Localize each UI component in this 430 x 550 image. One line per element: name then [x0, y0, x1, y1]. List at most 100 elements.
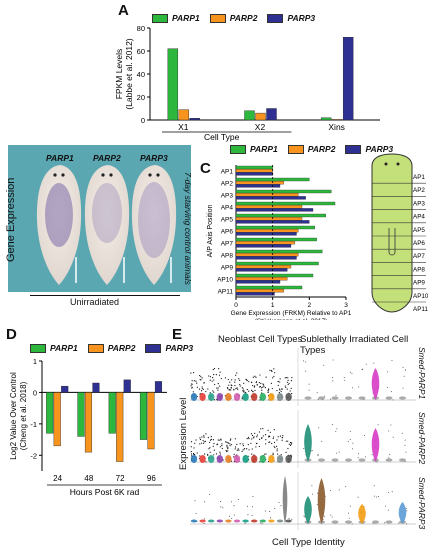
violin-shape: [242, 455, 249, 463]
cell-dot: [254, 389, 256, 392]
cell-dot: [349, 430, 351, 432]
cell-dot: [330, 514, 332, 516]
violin-shape: [208, 519, 215, 523]
cell-dot: [239, 379, 241, 381]
cell-dot: [256, 436, 258, 438]
segment-label-ap2: AP2: [413, 187, 425, 194]
cell-dot: [265, 453, 267, 455]
segment-label-ap8: AP8: [413, 266, 425, 273]
cell-dot: [227, 441, 229, 444]
violin-shape: [345, 396, 352, 400]
cell-dot: [233, 456, 235, 458]
cell-dot: [335, 430, 337, 432]
cell-dot: [278, 391, 280, 394]
cell-dot: [245, 391, 247, 394]
cell-dot: [253, 436, 255, 438]
worm-label-parp2: PARP2: [93, 153, 121, 163]
cell-dot: [269, 517, 271, 519]
cell-dot: [271, 370, 273, 373]
cell-dot: [210, 436, 212, 438]
legend-swatch-parp1: [30, 343, 46, 353]
cell-dot: [241, 387, 243, 389]
cell-dot: [384, 522, 386, 524]
cell-dot: [406, 510, 408, 512]
cell-dot: [250, 442, 252, 444]
cell-dot: [263, 385, 265, 387]
cell-dot: [321, 440, 323, 442]
violin-shape: [268, 393, 275, 401]
bar-parp1-xins: [320, 117, 332, 121]
cell-dot: [209, 379, 211, 381]
cell-dot: [209, 392, 211, 394]
panel-a-letter: A: [118, 2, 129, 19]
bar-parp3-ap2: [235, 184, 281, 188]
worm-body-outline: [371, 153, 413, 313]
bar-parp2-ap9: [235, 265, 292, 269]
cell-dot: [273, 445, 275, 447]
cell-dot: [377, 424, 379, 426]
cell-dot: [200, 379, 202, 381]
cell-dot: [338, 489, 340, 491]
cell-dot: [352, 387, 354, 389]
x-tick-label: 3: [344, 302, 348, 309]
cell-dot: [390, 424, 392, 426]
cell-dot: [195, 380, 197, 382]
bar-parp1-ap11: [235, 285, 303, 290]
cell-dot: [331, 516, 333, 518]
violin-shape: [242, 393, 249, 401]
segment-label-ap5: AP5: [413, 227, 425, 234]
cell-dot: [388, 430, 390, 432]
violin-shape: [251, 455, 258, 463]
cell-dot: [201, 377, 203, 379]
y-tick-label: 60: [137, 47, 145, 56]
cell-dot: [209, 376, 212, 378]
cell-dot: [290, 455, 292, 457]
x-tick-label: X2: [255, 122, 266, 132]
cell-dot: [265, 443, 267, 445]
cell-dot: [304, 516, 306, 518]
cell-dot: [191, 380, 193, 382]
bar-parp1-ap10: [235, 273, 314, 278]
cell-dot: [216, 387, 218, 389]
cell-dot: [230, 501, 232, 503]
cell-dot: [303, 447, 305, 449]
panel-e-letter: E: [172, 326, 183, 343]
cell-dot: [248, 381, 250, 383]
cell-dot: [229, 443, 231, 445]
violin-shape: [251, 519, 258, 523]
cell-dot: [331, 424, 333, 426]
cell-dot: [201, 436, 203, 438]
bar-parp3-ap8: [235, 256, 297, 260]
cell-dot: [229, 439, 231, 441]
cell-dot: [386, 386, 388, 388]
cell-dot: [222, 507, 224, 509]
violin-shape: [385, 458, 393, 462]
cell-dot: [199, 455, 201, 457]
cell-dot: [387, 491, 389, 493]
cell-dot: [255, 376, 257, 378]
worm-parp3: [131, 165, 177, 285]
violin-shape: [208, 455, 215, 463]
cell-dot: [230, 387, 232, 389]
panel-c-letter: C: [200, 160, 211, 177]
cell-dot: [252, 506, 254, 508]
cell-dot: [207, 388, 209, 390]
cell-dot: [192, 391, 194, 393]
y-tick-label: AP9: [221, 265, 234, 272]
cell-dot: [210, 438, 213, 441]
y-tick-label: 80: [137, 24, 145, 33]
bar-parp1-24h: [46, 392, 54, 434]
cell-dot: [270, 369, 273, 372]
cell-dot: [392, 399, 394, 401]
cell-dot: [193, 372, 195, 374]
cell-dot: [195, 512, 197, 514]
cell-dot: [207, 437, 209, 439]
panel-b-right-label: 7-day starving control animals: [183, 172, 193, 285]
cell-dot: [253, 385, 256, 387]
violin-shape: [190, 519, 198, 523]
cell-dot: [332, 359, 334, 361]
y-tick-label: 0: [141, 116, 145, 125]
cell-dot: [291, 442, 293, 444]
cell-dot: [190, 450, 192, 453]
legend-swatch-parp2: [209, 13, 226, 23]
